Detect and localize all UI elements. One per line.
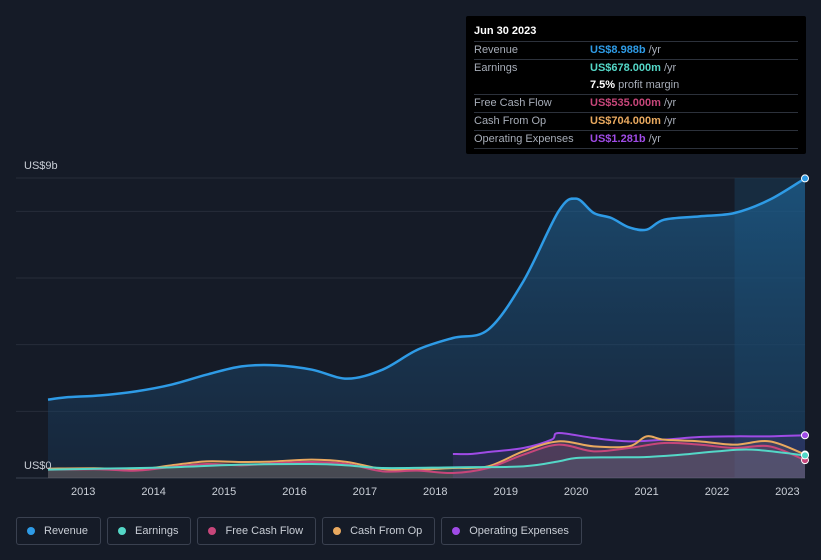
tooltip-unit: /yr	[648, 133, 661, 145]
tooltip-value: 7.5%	[590, 79, 616, 91]
tooltip-unit: /yr	[648, 44, 661, 56]
legend-dot-icon	[118, 527, 127, 535]
tooltip-unit: /yr	[663, 97, 677, 109]
tooltip-value: US$535.000m	[590, 97, 661, 109]
revenue-end-marker	[801, 174, 809, 183]
tooltip-row-profit-margin: 7.5% profit margin	[474, 77, 798, 95]
tooltip-value: US$678.000m	[590, 62, 661, 74]
tooltip-unit: /yr	[663, 62, 677, 74]
tooltip-label	[474, 77, 590, 94]
legend-item-cash-from-op[interactable]: Cash From Op	[322, 517, 436, 545]
x-tick-label: 2019	[493, 486, 517, 498]
legend-item-operating-expenses[interactable]: Operating Expenses	[441, 517, 582, 545]
x-tick-label: 2022	[705, 486, 729, 498]
tooltip-label: Revenue	[474, 44, 519, 56]
tooltip-unit: /yr	[663, 115, 677, 127]
tooltip-date: Jun 30 2023	[474, 22, 798, 42]
series-lines	[47, 177, 806, 475]
x-tick-label: 2018	[423, 486, 447, 498]
legend-dot-icon	[333, 527, 342, 535]
tooltip-row-operating-expenses: Operating Expenses US$1.281b /yr	[474, 131, 798, 149]
legend-item-earnings[interactable]: Earnings	[107, 517, 192, 545]
legend-label: Revenue	[44, 525, 89, 537]
y-axis-bottom-label: US$0	[24, 460, 52, 472]
revenue-line	[47, 177, 806, 401]
tooltip-label: Free Cash Flow	[474, 97, 552, 109]
tooltip-unit: profit margin	[618, 79, 680, 91]
free-cash-flow-area	[48, 442, 805, 478]
x-tick-label: 2016	[282, 486, 306, 498]
tooltip-value: US$8.988b	[590, 44, 646, 56]
x-tick-label: 2015	[212, 486, 236, 498]
earnings-line	[47, 448, 806, 471]
legend-dot-icon	[27, 527, 35, 535]
operating-expenses-end-marker	[801, 431, 809, 440]
tooltip-row-cash-from-op: Cash From Op US$704.000m /yr	[474, 113, 798, 131]
free-cash-flow-line	[47, 441, 806, 475]
tooltip-label: Cash From Op	[474, 115, 547, 127]
series-end-markers	[801, 174, 809, 465]
cash-from-op-area	[48, 436, 805, 478]
legend: Revenue Earnings Free Cash Flow Cash Fro…	[16, 517, 582, 545]
operating-expenses-line	[452, 431, 806, 456]
legend-item-revenue[interactable]: Revenue	[16, 517, 102, 545]
x-tick-label: 2023	[775, 486, 799, 498]
x-tick-label: 2020	[564, 486, 588, 498]
tooltip: Jun 30 2023 Revenue US$8.988b /yr Earnin…	[466, 16, 806, 154]
tooltip-row-free-cash-flow: Free Cash Flow US$535.000m /yr	[474, 95, 798, 113]
tooltip-label: Operating Expenses	[474, 133, 574, 145]
earnings-area	[48, 449, 805, 478]
legend-label: Free Cash Flow	[225, 525, 304, 537]
x-tick-label: 2017	[353, 486, 377, 498]
x-tick-label: 2021	[634, 486, 658, 498]
series-areas	[48, 178, 805, 478]
tooltip-value: US$1.281b	[590, 133, 646, 145]
y-axis-top-label: US$9b	[24, 160, 58, 172]
legend-dot-icon	[208, 527, 217, 535]
legend-dot-icon	[452, 527, 461, 535]
tooltip-row-earnings: Earnings US$678.000m /yr	[474, 60, 798, 77]
tooltip-row-revenue: Revenue US$8.988b /yr	[474, 42, 798, 60]
x-tick-label: 2014	[141, 486, 165, 498]
tooltip-value: US$704.000m	[590, 115, 661, 127]
legend-item-free-cash-flow[interactable]: Free Cash Flow	[197, 517, 317, 545]
earnings-end-marker	[801, 451, 809, 460]
legend-label: Cash From Op	[350, 525, 423, 537]
x-axis-ticks: 2013 2014 2015 2016 2017 2018 2019 2020 2021 2022…	[71, 486, 800, 498]
revenue-area	[48, 178, 805, 478]
x-tick-label: 2013	[71, 486, 95, 498]
legend-label: Operating Expenses	[469, 525, 569, 537]
tooltip-label: Earnings	[474, 62, 518, 74]
legend-label: Earnings	[135, 525, 179, 537]
